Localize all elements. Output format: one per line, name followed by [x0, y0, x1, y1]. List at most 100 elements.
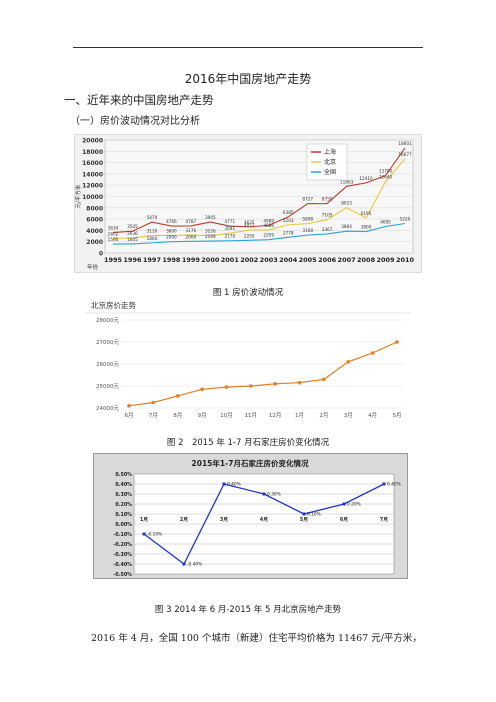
- figure-1-housing-price-chart: 0 2000 4000 6000 8000 10000 12000 14000 16000 180…: [74, 134, 422, 273]
- data-label: 4787: [186, 219, 197, 224]
- x-tick-label: 3月: [344, 412, 353, 419]
- x-tick-label: 6月: [125, 412, 134, 419]
- data-point: [175, 394, 180, 398]
- data-label: 4086: [263, 223, 274, 228]
- x-tick-label: 4月: [368, 412, 377, 419]
- y-tick-label: 10000: [82, 194, 103, 201]
- data-label: 4625: [244, 220, 255, 225]
- body-paragraph: 2016 年 4 月，全国 100 个城市（新建）住宅平均价格为 11467 元…: [91, 633, 422, 644]
- x-tick-label: 3月: [220, 516, 228, 523]
- subsection-heading: （一）房价波动情况对比分析: [70, 116, 200, 127]
- data-label: 2636: [127, 231, 138, 236]
- x-tick-label: 2007: [338, 256, 356, 264]
- data-label: 3110: [147, 228, 158, 233]
- data-point: [273, 382, 277, 386]
- data-label: 13700: [379, 169, 393, 174]
- x-tick-label: 5月: [300, 516, 308, 523]
- data-label: 12410: [359, 176, 373, 181]
- data-label: 3591: [224, 226, 235, 231]
- y-tick-label: 4000: [86, 228, 103, 235]
- x-tick-label: 11月: [245, 412, 258, 419]
- x-tick-label: 1995: [104, 256, 123, 264]
- x-tick-label: 1月: [140, 516, 148, 523]
- data-point: [302, 512, 306, 516]
- x-axis-label: 年份: [87, 263, 99, 271]
- chart-title: 北京房价走势: [91, 300, 136, 310]
- y-tick-label: 27000元: [96, 339, 119, 346]
- figure-2-caption: 图 2 2015 年 1-7 月石家庄房价变化情况: [166, 438, 330, 448]
- data-label: 1590: [108, 237, 119, 242]
- y-tick-label: 25000元: [96, 383, 119, 390]
- x-tick-label: 2004: [279, 256, 298, 264]
- y-tick-label: 0.50%: [115, 472, 132, 478]
- data-label: 8023: [341, 201, 352, 206]
- x-tick-label: 2008: [357, 256, 376, 264]
- data-point: [222, 482, 226, 486]
- y-tick-label: 20000: [82, 138, 103, 145]
- data-point: [224, 385, 229, 389]
- data-label: 6195: [361, 211, 372, 216]
- data-label: 18601: [398, 141, 412, 146]
- data-label: 8750: [322, 197, 333, 202]
- y-tick-label: -0.10%: [113, 532, 132, 538]
- figure-1-caption: 图 1 房价波动情况: [212, 288, 284, 298]
- data-point: [262, 492, 266, 496]
- data-point: [182, 562, 186, 566]
- figure-3-shijiazhuang-chart: 2015年1-7月石家庄房价变化情况 -0.50% -0.40% -0.30% -0.2…: [93, 453, 408, 579]
- chart-title: 2015年1-7月石家庄房价变化情况: [192, 458, 309, 468]
- legend-entry: 北京: [324, 158, 336, 166]
- y-tick-label: -0.20%: [113, 542, 132, 548]
- data-label: 3600: [166, 228, 177, 233]
- x-tick-label: 1996: [123, 256, 142, 264]
- x-tick-label: 2010: [396, 256, 415, 264]
- y-tick-label: -0.50%: [113, 572, 132, 578]
- y-tick-label: 0.40%: [115, 482, 132, 488]
- series-line: [128, 341, 398, 407]
- x-tick-label: 2009: [376, 256, 395, 264]
- data-label: 3905: [205, 215, 216, 220]
- figure-1-svg: 0 2000 4000 6000 8000 10000 12000 14000 16000 180…: [74, 138, 415, 272]
- data-label: 2109: [205, 234, 216, 239]
- x-tick-label: 1998: [162, 256, 181, 264]
- data-point: [142, 532, 146, 536]
- data-label: 8727: [302, 197, 313, 202]
- data-label: 4695: [380, 219, 391, 224]
- data-label: 1605: [127, 237, 138, 242]
- data-label: 12640: [379, 175, 393, 180]
- data-label: 3176: [186, 228, 197, 233]
- data-label: 3168: [302, 228, 313, 233]
- data-label: -0.10%: [147, 532, 162, 538]
- x-tick-label: 1月: [295, 412, 304, 419]
- data-label: 0.40%: [227, 482, 241, 488]
- figure-2-beijing-chart: 北京房价走势 24000元 25000元 26000元 27000元 28000元 6月 7月…: [83, 298, 413, 420]
- y-tick-label: 0.30%: [115, 492, 132, 498]
- y-tick-label: 2000: [86, 239, 103, 246]
- x-tick-label: 2000: [201, 256, 220, 264]
- data-label: 0.40%: [387, 482, 401, 488]
- legend-entry: 全国: [324, 168, 336, 176]
- x-tick-label: 2002: [240, 256, 258, 264]
- data-label: 3864: [341, 224, 352, 229]
- y-tick-label: 0.20%: [115, 502, 132, 508]
- data-label: -0.40%: [187, 562, 202, 568]
- x-tick-label: 10月: [220, 412, 233, 419]
- data-label: 5470: [147, 215, 158, 220]
- data-label: 0.30%: [267, 492, 281, 498]
- x-tick-label: 8月: [173, 412, 182, 419]
- data-label: 0.20%: [347, 502, 361, 508]
- y-tick-label: 12000: [82, 183, 103, 190]
- legend-entry: 上海: [324, 148, 336, 156]
- x-tick-label: 1997: [143, 256, 161, 264]
- series-line-全国: [112, 222, 406, 245]
- data-label: 3226: [205, 229, 216, 234]
- x-tick-label: 9月: [198, 412, 207, 419]
- data-label: 2250: [244, 233, 255, 238]
- y-tick-label: 0.00%: [115, 522, 132, 528]
- data-point: [200, 387, 204, 392]
- data-label: 5203: [283, 218, 294, 223]
- y-tick-label: 0.10%: [115, 512, 132, 518]
- data-label: 3505: [127, 224, 138, 229]
- x-tick-label: 2005: [299, 256, 318, 264]
- x-tick-label: 4月: [260, 516, 268, 523]
- data-label: 4771: [224, 219, 235, 224]
